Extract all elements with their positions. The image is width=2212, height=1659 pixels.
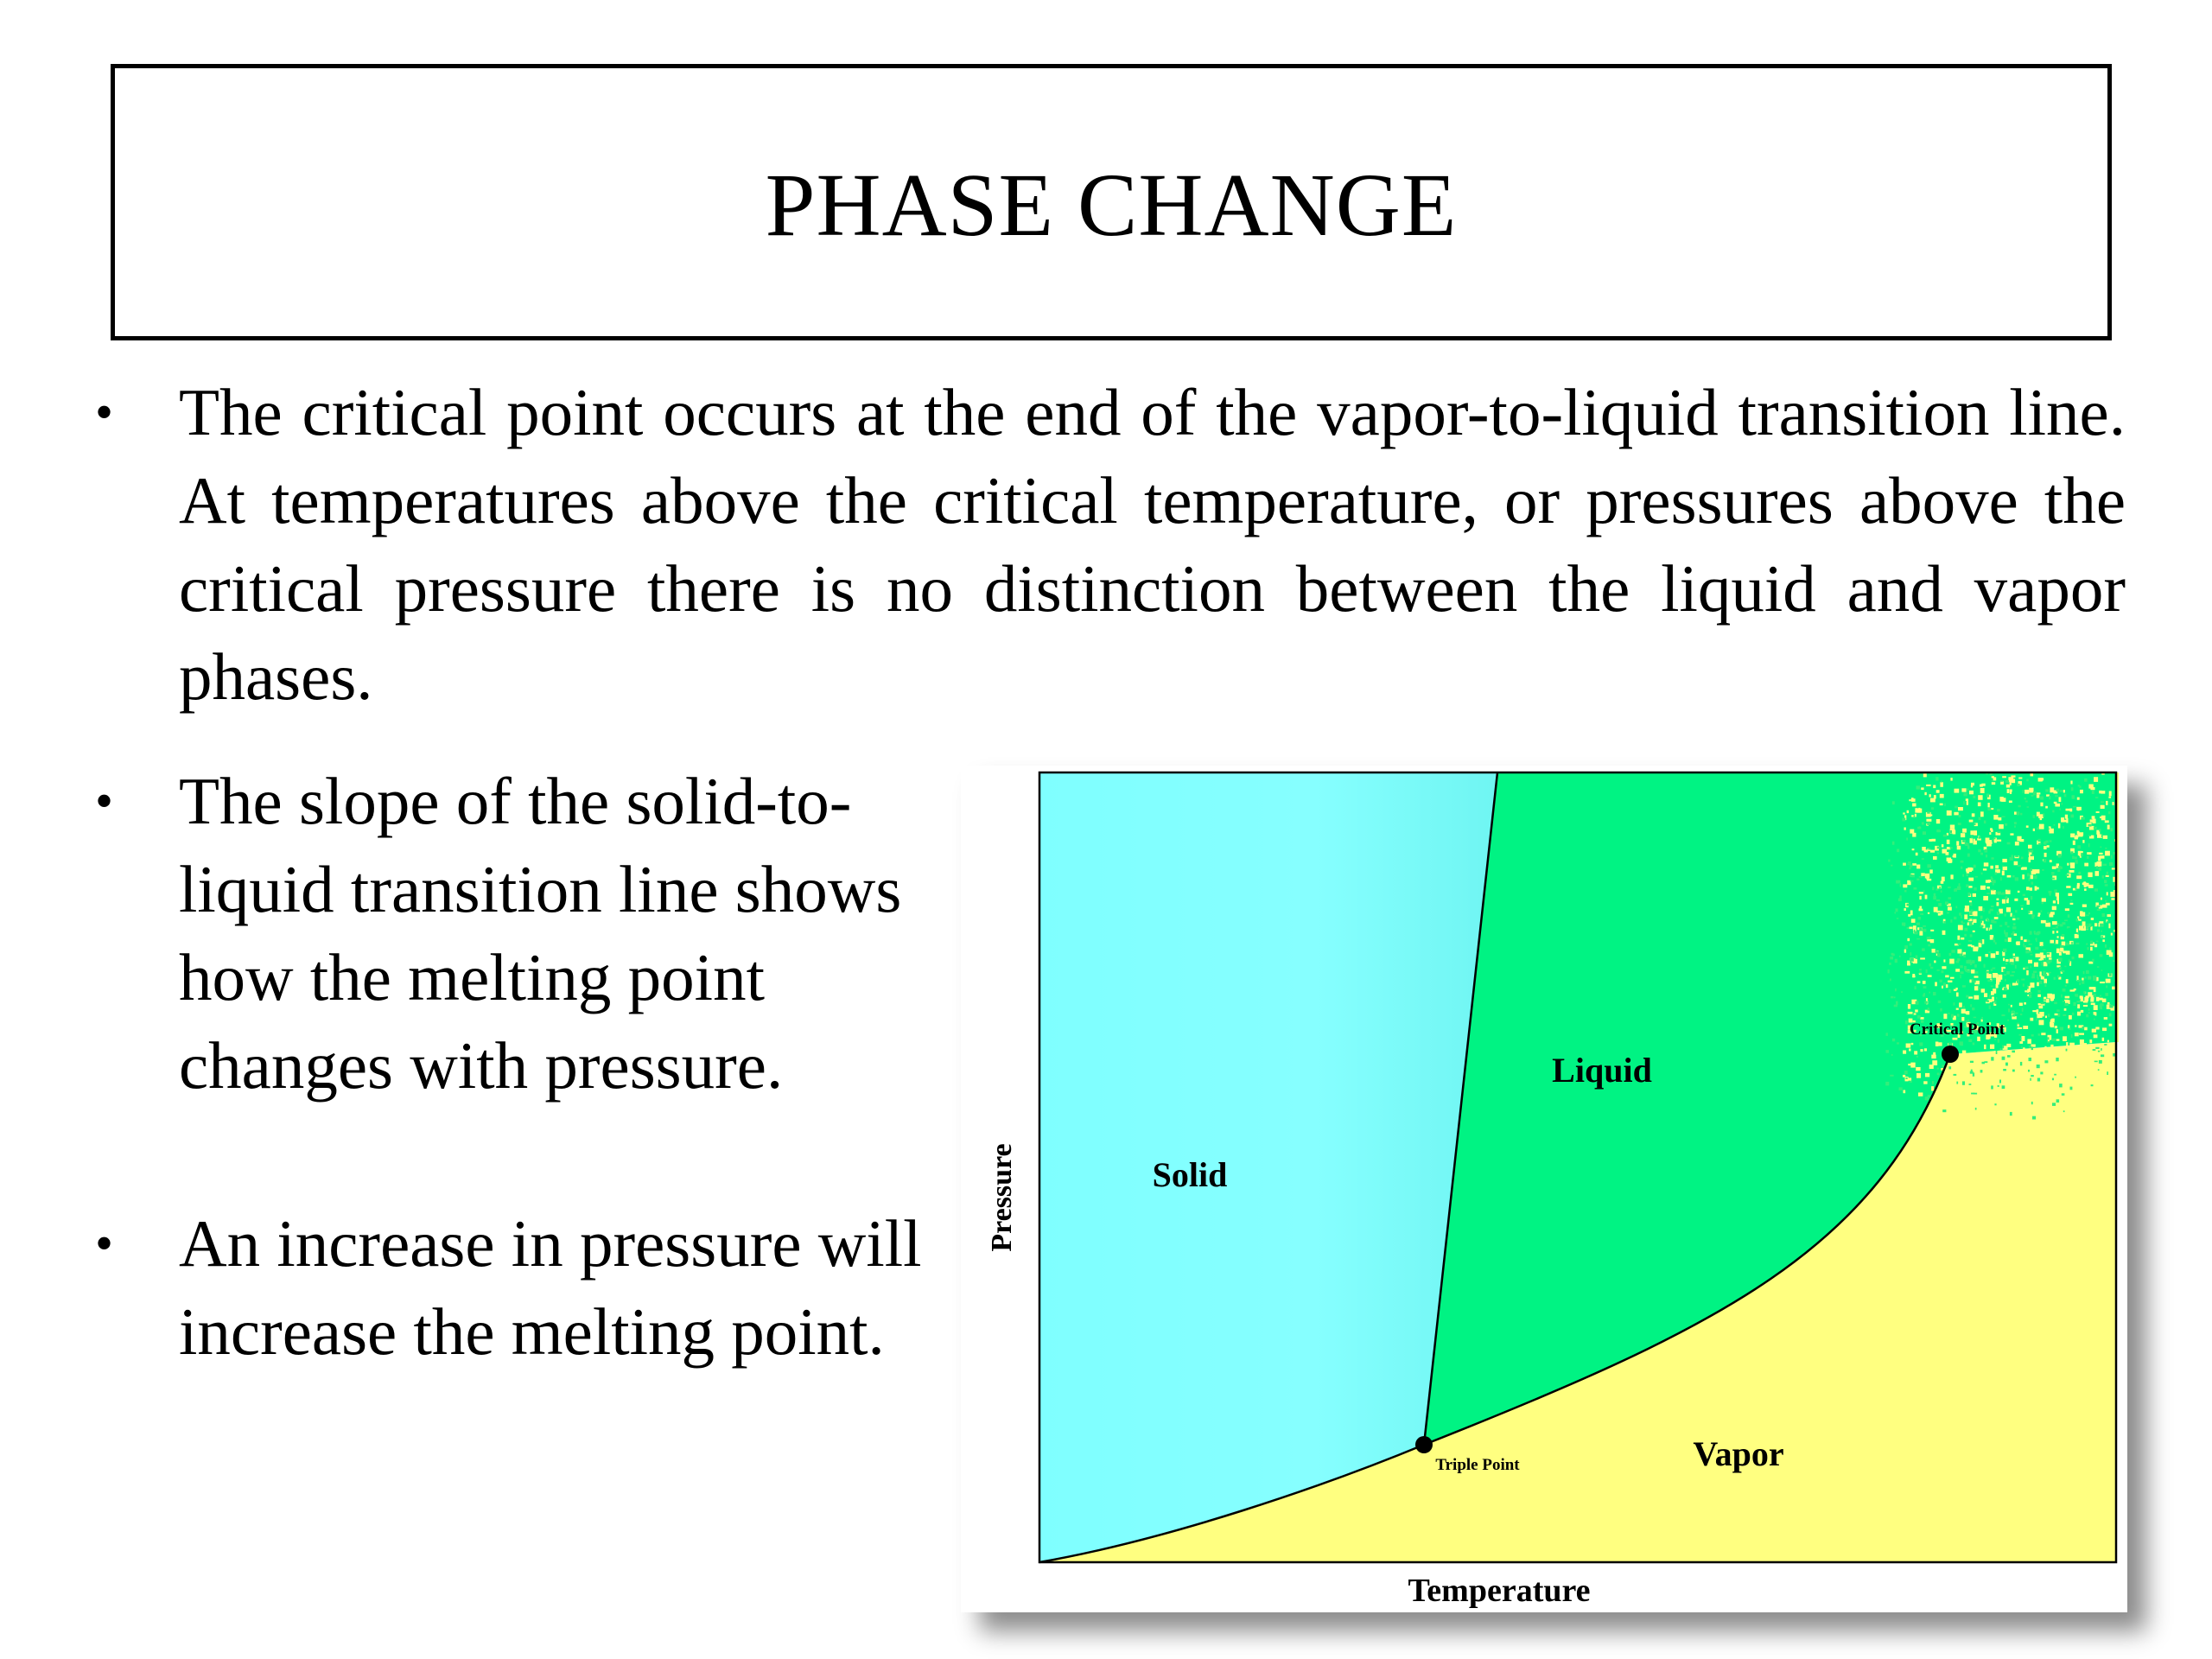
bullet-marker: • (95, 1215, 114, 1272)
bullet-text: The slope of the solid-to-liquid transit… (179, 764, 902, 1103)
critical-point-label: Critical Point (1910, 1020, 2005, 1039)
y-axis-label: Pressure (986, 1143, 1018, 1251)
triple-point-label: Triple Point (1435, 1456, 1520, 1474)
bullet-slope: • The slope of the solid-to-liquid trans… (95, 757, 959, 1109)
title-box: PHASE CHANGE (111, 64, 2112, 340)
phase-diagram-svg: Solid Liquid Vapor Triple Point Critical… (986, 771, 2119, 1609)
bullet-text: An increase in pressure will increase th… (179, 1206, 922, 1369)
bullet-text: The critical point occurs at the end of … (179, 375, 2126, 714)
sublimation-curve (1039, 1443, 1425, 1564)
solid-region (1039, 772, 1497, 1562)
liquid-region (1424, 772, 2116, 1445)
melting-curve (1422, 772, 1499, 1446)
region-label-vapor: Vapor (1693, 1434, 1783, 1473)
bullet-marker: • (95, 384, 114, 441)
x-axis-label: Temperature (1408, 1573, 1590, 1609)
bullet-critical-point: • The critical point occurs at the end o… (95, 368, 2126, 721)
plot-frame (1038, 771, 2118, 1564)
phase-diagram: Solid Liquid Vapor Triple Point Critical… (961, 766, 2127, 1612)
bullet-pressure-increase: • An increase in pressure will increase … (95, 1199, 959, 1376)
supercritical-speckle (1885, 772, 2116, 1120)
region-label-solid: Solid (1153, 1155, 1228, 1194)
bullet-marker: • (95, 772, 114, 830)
vaporization-curve (1423, 1053, 1952, 1446)
critical-point-marker (1942, 1046, 1959, 1063)
triple-point-marker (1415, 1436, 1433, 1453)
region-label-liquid: Liquid (1552, 1051, 1652, 1090)
page-title: PHASE CHANGE (765, 156, 1458, 255)
vapor-region (1039, 772, 2119, 1562)
